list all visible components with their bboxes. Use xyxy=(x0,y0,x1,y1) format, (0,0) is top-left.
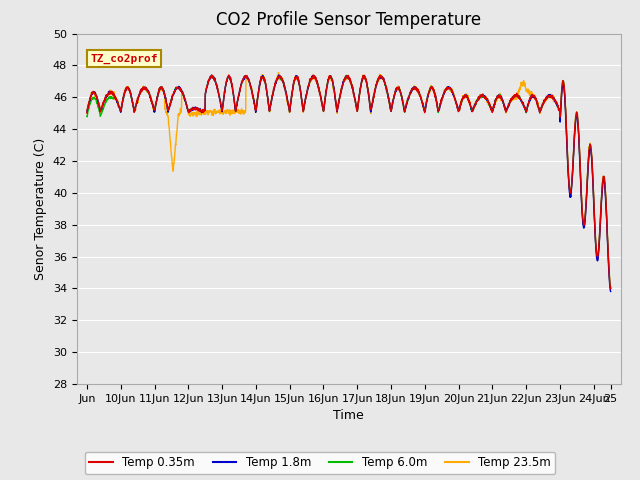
Text: TZ_co2prof: TZ_co2prof xyxy=(90,54,158,64)
Title: CO2 Profile Sensor Temperature: CO2 Profile Sensor Temperature xyxy=(216,11,481,29)
X-axis label: Time: Time xyxy=(333,409,364,422)
Legend: Temp 0.35m, Temp 1.8m, Temp 6.0m, Temp 23.5m: Temp 0.35m, Temp 1.8m, Temp 6.0m, Temp 2… xyxy=(84,452,556,474)
Y-axis label: Senor Temperature (C): Senor Temperature (C) xyxy=(35,138,47,280)
